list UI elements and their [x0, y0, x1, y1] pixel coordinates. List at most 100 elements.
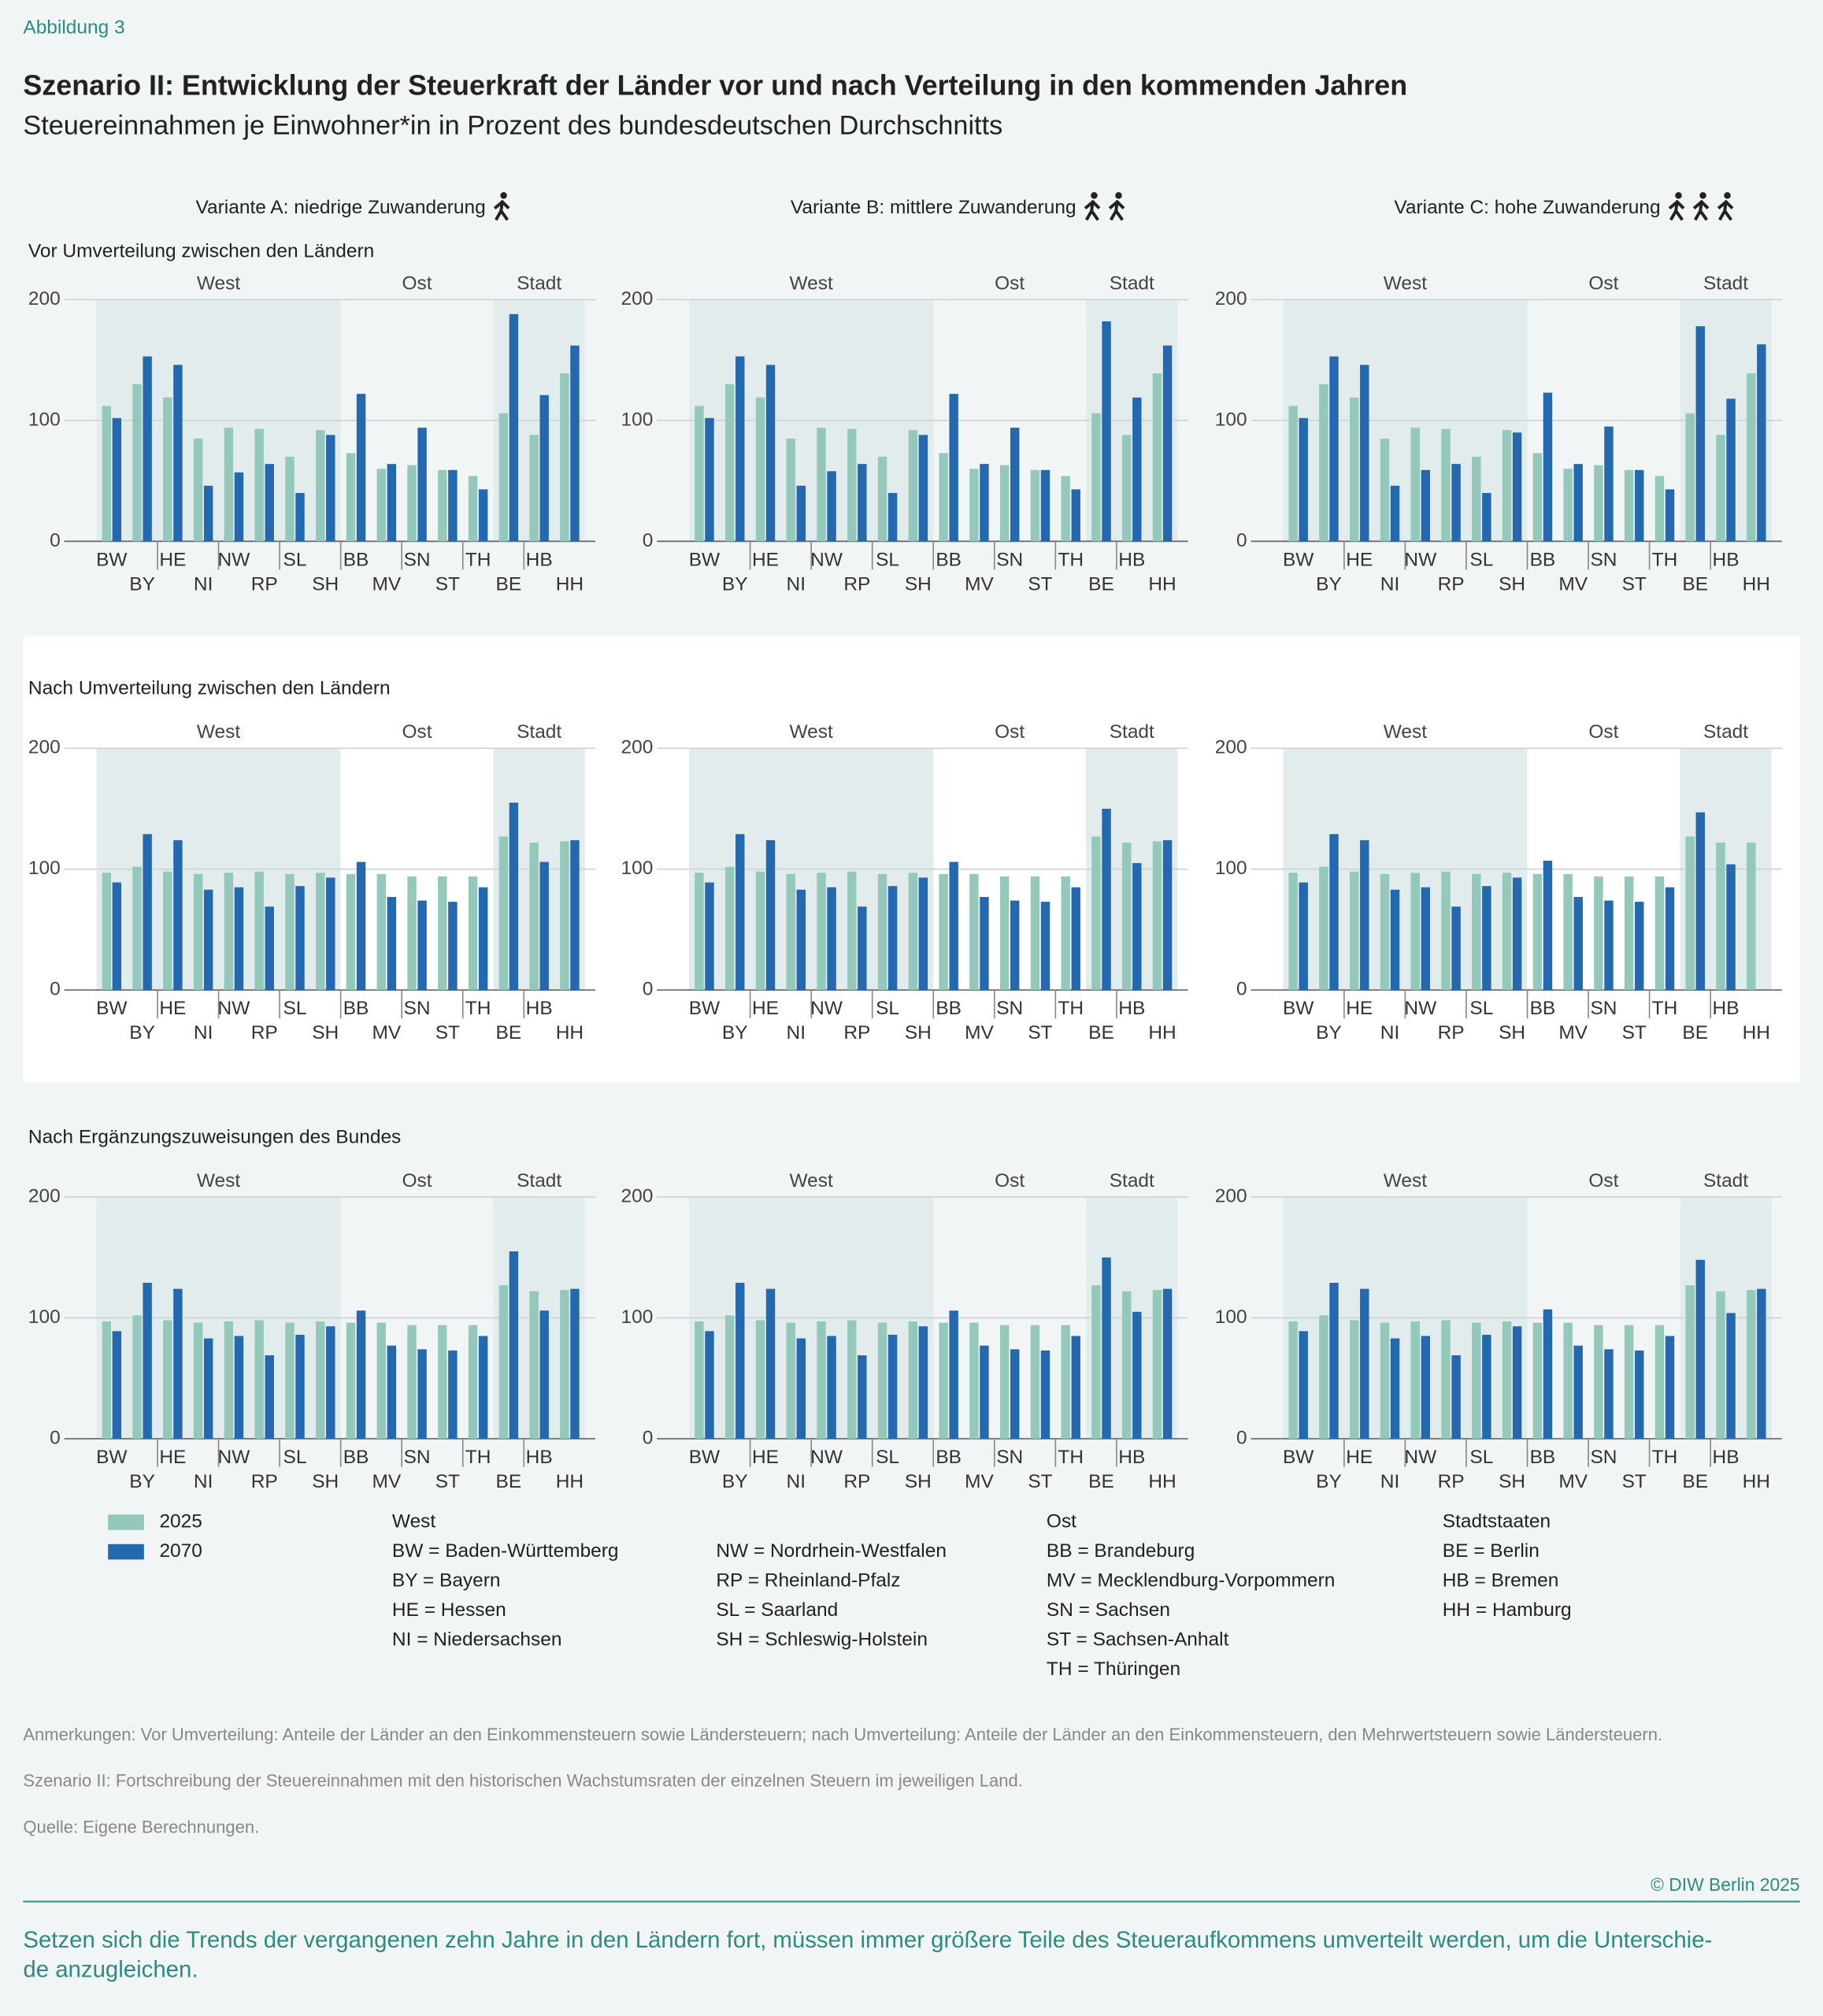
bar [1329, 356, 1339, 542]
subtitle: Steuereinnahmen je Einwohner*in in Proze… [23, 111, 1002, 141]
x-tick-label: HB [1713, 1447, 1740, 1468]
bar [1482, 1334, 1491, 1439]
x-tick-label: BY [1316, 573, 1342, 595]
y-tick-label: 100 [1215, 858, 1247, 879]
bar [939, 873, 948, 991]
x-tick-label: BY [129, 573, 155, 595]
y-tick-label: 0 [1236, 1427, 1247, 1448]
bar [102, 1321, 112, 1439]
x-tick-label: SN [996, 1447, 1023, 1468]
x-tick-label: SN [404, 1447, 431, 1468]
bar [1726, 398, 1736, 542]
bar [265, 906, 274, 991]
bar [346, 453, 356, 542]
x-tick-label: BB [936, 1447, 962, 1468]
bar [265, 464, 274, 542]
x-tick-label: HB [1118, 1447, 1145, 1468]
x-tick-label: HE [1346, 1447, 1373, 1468]
bar [1441, 871, 1451, 991]
x-tick-label: RP [1438, 1022, 1465, 1043]
bar [1532, 453, 1543, 542]
x-tick-label: BE [1682, 1471, 1708, 1492]
bar [224, 873, 234, 991]
y-tick-label: 0 [643, 1427, 654, 1448]
x-tick-label: HE [752, 549, 779, 570]
bar [705, 882, 714, 991]
bar [1472, 456, 1481, 542]
bar [796, 889, 806, 991]
bar [1563, 1322, 1573, 1439]
bar [980, 1345, 989, 1439]
bar [918, 435, 928, 542]
bar [254, 871, 264, 991]
bar [705, 417, 714, 542]
bar [193, 873, 203, 991]
bar [1132, 397, 1142, 542]
x-tick-label: TH [1058, 998, 1084, 1019]
y-tick-label: 100 [621, 858, 654, 879]
bar [356, 1310, 366, 1439]
bar [1421, 469, 1431, 542]
bar [1716, 435, 1725, 542]
bar [1716, 842, 1725, 991]
legend-swatch [108, 1544, 144, 1560]
x-tick-label: HE [1346, 549, 1373, 570]
x-tick-label: MV [965, 573, 994, 595]
x-tick-label: BY [722, 573, 748, 595]
bar [285, 873, 295, 991]
bar [509, 313, 519, 542]
bar [478, 887, 488, 991]
group-heading: Ost [1588, 272, 1618, 294]
bar [1563, 873, 1573, 991]
bar [1421, 1336, 1431, 1439]
bar [1152, 1290, 1162, 1439]
bar [387, 464, 397, 542]
bar [1685, 836, 1695, 991]
x-tick-label: BW [689, 998, 721, 1019]
y-tick-label: 0 [1236, 530, 1247, 551]
x-tick-label: NI [787, 573, 806, 595]
bar [1102, 321, 1111, 542]
bar [316, 873, 325, 991]
bar [1360, 365, 1369, 542]
bar [1604, 1349, 1614, 1439]
bar [765, 1288, 776, 1439]
bar [356, 862, 366, 991]
variant-heading: Variante B: mittlere Zuwanderung [791, 197, 1076, 218]
bar [1665, 887, 1675, 991]
legend-entry: NI = Niedersachsen [392, 1629, 562, 1651]
bar [1472, 873, 1481, 991]
bar [1091, 836, 1101, 991]
x-tick-label: ST [1028, 1471, 1052, 1492]
group-heading: Ost [402, 272, 432, 294]
x-tick-label: HE [752, 998, 779, 1019]
bar [1380, 873, 1390, 991]
bar [1319, 384, 1328, 542]
bar [1604, 900, 1614, 991]
bar [1604, 426, 1614, 542]
x-tick-label: BY [1316, 1471, 1342, 1492]
group-heading: Ost [402, 721, 432, 743]
x-tick-label: MV [1558, 573, 1588, 595]
bar [1573, 896, 1583, 991]
x-tick-label: NW [1404, 549, 1437, 570]
x-tick-label: HH [556, 1022, 584, 1043]
bar [1695, 1259, 1706, 1439]
bar [796, 1338, 806, 1439]
x-tick-label: BW [1283, 549, 1314, 570]
bar [163, 1320, 172, 1439]
bar [1010, 1349, 1020, 1439]
bar [1635, 902, 1644, 991]
group-heading: Ost [402, 1170, 432, 1191]
x-tick-label: HE [1346, 998, 1373, 1019]
x-tick-label: HB [1713, 549, 1740, 570]
x-tick-label: RP [843, 1471, 870, 1492]
x-tick-label: SN [404, 549, 431, 570]
bar [1132, 1311, 1142, 1439]
legend-label: 2025 [159, 1511, 202, 1532]
bar [316, 1321, 325, 1439]
bar [1040, 1350, 1050, 1439]
x-tick-label: NI [1380, 1022, 1399, 1043]
x-tick-label: TH [1652, 549, 1678, 570]
x-tick-label: SH [905, 573, 932, 595]
